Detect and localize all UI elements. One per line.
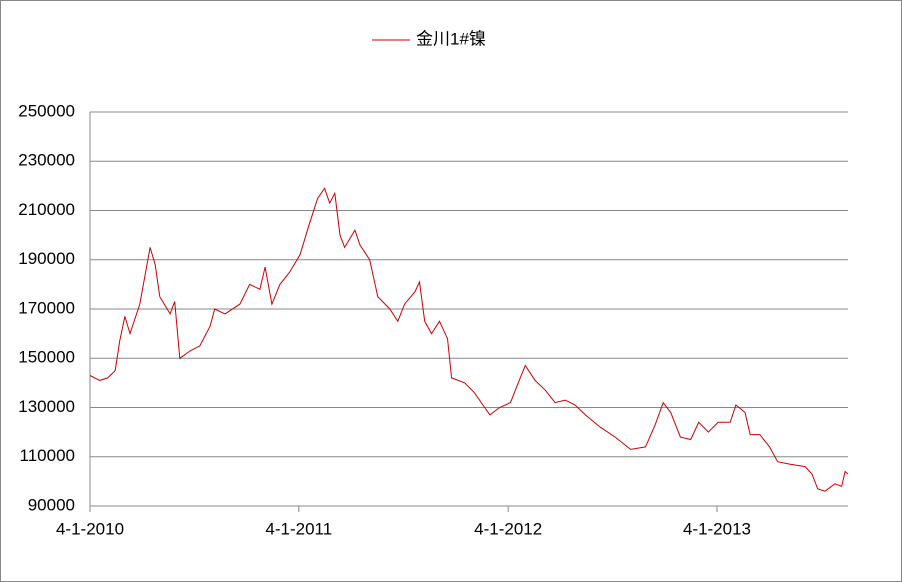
y-tick-label: 190000	[18, 249, 75, 268]
y-tick-label: 250000	[18, 101, 75, 120]
y-tick-label: 150000	[18, 348, 75, 367]
legend-label: 金川1#镍	[416, 29, 486, 48]
x-tick-label: 4-1-2011	[265, 519, 332, 538]
x-tick-label: 4-1-2010	[56, 519, 124, 538]
y-tick-label: 130000	[18, 397, 75, 416]
data-line	[89, 187, 849, 492]
y-tick-label: 230000	[18, 151, 75, 170]
y-tick-label: 110000	[20, 446, 75, 465]
x-tick-label: 4-1-2013	[683, 519, 751, 538]
x-tick-label: 4-1-2012	[474, 519, 542, 538]
y-tick-label: 90000	[28, 495, 75, 514]
y-tick-label: 170000	[18, 298, 75, 317]
y-tick-label: 210000	[18, 200, 75, 219]
